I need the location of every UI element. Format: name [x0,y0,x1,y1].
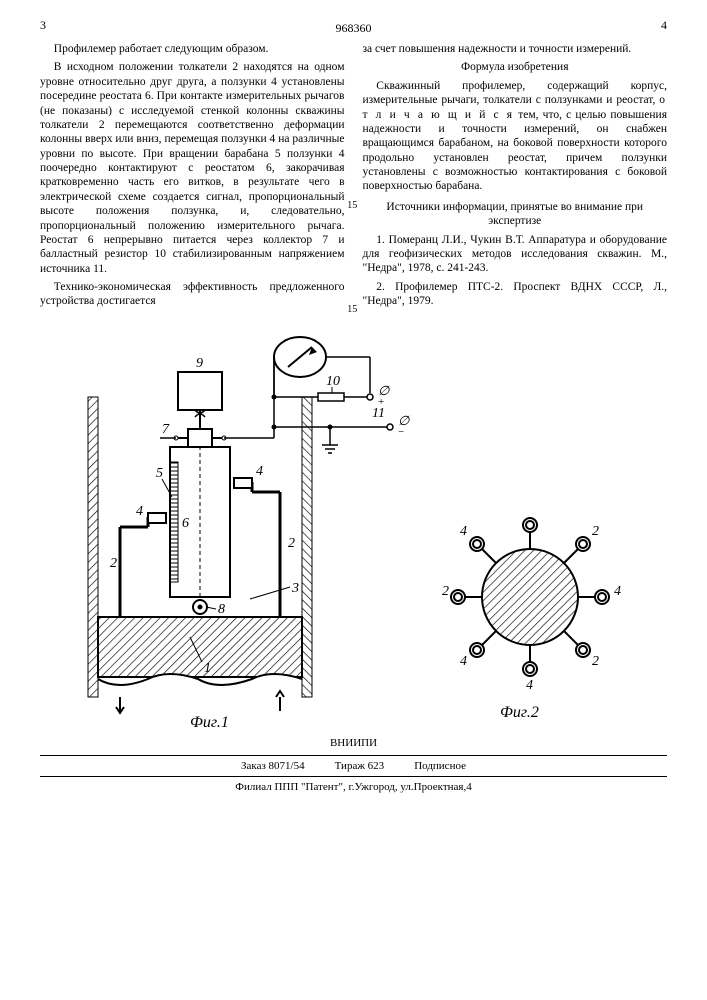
f2-c4b: 4 [460,524,467,539]
page-num-right: 4 [661,18,667,33]
para-desc: В исходном положении толкатели 2 находят… [40,60,345,276]
fig2: 4 2 2 4 2 4 4 Фиг.2 [442,518,621,721]
callout-3: 3 [291,581,299,596]
fig1-label: Фиг.1 [190,714,229,731]
f2-c4a: 4 [614,584,621,599]
callout-7: 7 [162,422,170,437]
para-cont: за счет повышения надежности и точности … [363,42,668,56]
text-columns: Профилемер работает следующим образом. В… [40,42,667,313]
f2-c4c: 4 [460,654,467,669]
f2-c4d: 4 [526,678,533,693]
callout-9: 9 [196,356,203,371]
f2-c2b: 2 [442,584,449,599]
formula-title: Формула изобретения [363,60,668,74]
claim-a: Скважинный профилемер, содержащий корпус… [363,80,668,106]
footer-address: Филиал ППП "Патент", г.Ужгород, ул.Проек… [40,776,667,793]
claim: Скважинный профилемер, содержащий корпус… [363,79,668,194]
fig1: ∅ + ∅ − 1 [88,337,410,731]
line-marker-15a: 15 [347,200,357,213]
callout-11: 11 [372,406,385,421]
fig2-label: Фиг.2 [500,704,539,721]
source-1: 1. Померанц Л.И., Чукин В.Т. Аппаратура … [363,233,668,276]
callout-1: 1 [204,661,211,676]
line-marker-15b: 15 [347,304,357,317]
claim-c: тем, что, с целью повышения надежности и… [363,109,668,193]
callout-8: 8 [218,602,225,617]
callout-5: 5 [156,466,163,481]
callout-4l: 4 [136,504,143,519]
document-number: 968360 [40,21,667,36]
f2-c2c: 2 [592,654,599,669]
callout-6: 6 [182,516,189,531]
source-2: 2. Профилемер ПТС-2. Проспект ВДНХ СССР,… [363,280,668,309]
footer-line: Заказ 8071/54 Тираж 623 Подписное [40,755,667,772]
para-op: Профилемер работает следующим образом. [40,42,345,56]
callout-2l: 2 [110,556,117,571]
callout-4r: 4 [256,464,263,479]
footer-zakaz: Заказ 8071/54 [241,760,305,772]
svg-text:−: − [398,426,404,438]
right-column: за счет повышения надежности и точности … [363,42,668,313]
footer-tirazh: Тираж 623 [335,760,385,772]
figures-svg: ∅ + ∅ − 1 [40,317,667,737]
callout-2r: 2 [288,536,295,551]
vniipi: ВНИИПИ [40,737,667,749]
page-num-left: 3 [40,18,46,33]
figures-area: ∅ + ∅ − 1 [40,317,667,737]
para-eff: Технико-экономическая эффективность пред… [40,280,345,309]
sources-title: Источники информации, принятые во вниман… [363,200,668,229]
callout-10: 10 [326,374,340,389]
left-column: Профилемер работает следующим образом. В… [40,42,345,313]
footer-podpis: Подписное [414,760,466,772]
f2-c2a: 2 [592,524,599,539]
